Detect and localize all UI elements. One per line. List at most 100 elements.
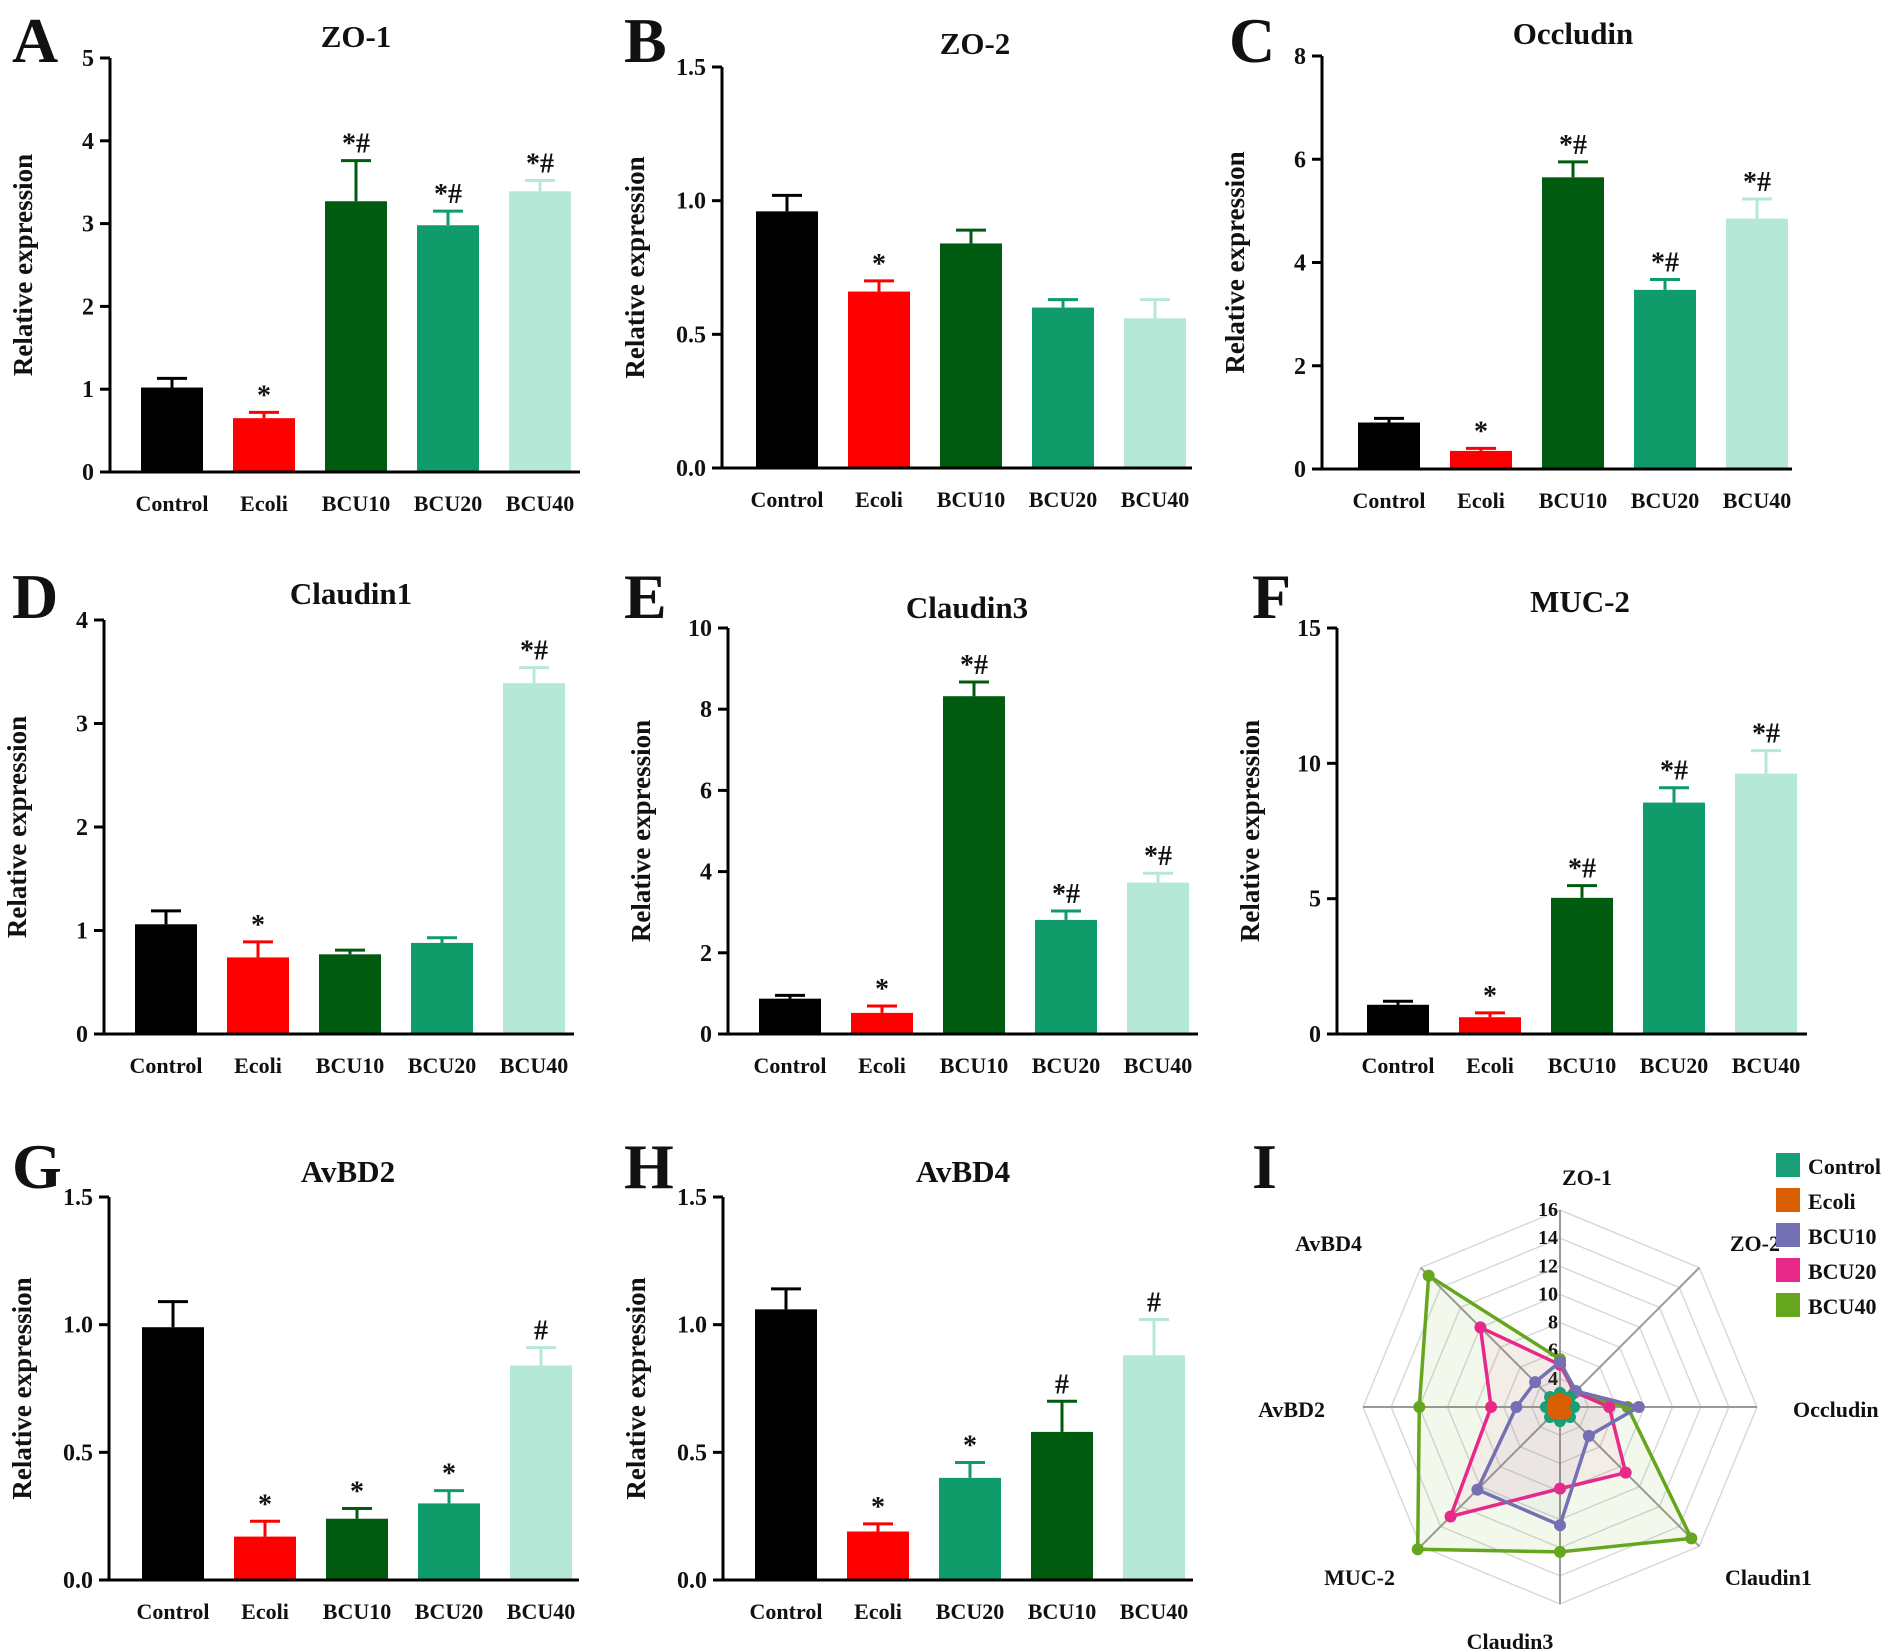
significance-mark: * — [872, 249, 886, 280]
x-tick-label: BCU10 — [316, 1053, 384, 1078]
panel-label: D — [12, 561, 58, 632]
radar-axis-label: MUC-2 — [1324, 1565, 1395, 1590]
bar-bcu10 — [943, 696, 1005, 1034]
y-tick-label: 0 — [1309, 1022, 1321, 1048]
significance-mark: * — [257, 380, 271, 411]
panel-g: G AvBD2 Relative expression Control * Ecoli * B… — [7, 1131, 579, 1624]
panel-f: F MUC-2 Relative expression Control * Ecoli *#… — [1235, 561, 1807, 1078]
x-tick-label: BCU20 — [408, 1053, 476, 1078]
chart-title: Claudin3 — [906, 590, 1028, 625]
significance-mark: * — [963, 1431, 977, 1462]
radar-point-bcu10 — [1510, 1401, 1523, 1413]
x-tick-label: Ecoli — [241, 1599, 289, 1624]
chart-title: Claudin1 — [290, 576, 412, 611]
y-tick-label: 8 — [700, 697, 712, 723]
x-tick-label: Ecoli — [1466, 1053, 1514, 1078]
x-tick-label: BCU20 — [414, 491, 482, 516]
significance-mark: * — [251, 910, 265, 941]
x-tick-label: BCU10 — [323, 1599, 391, 1624]
bar-bcu20 — [1035, 919, 1097, 1034]
significance-mark: *# — [520, 636, 548, 667]
bar-control — [135, 924, 197, 1034]
x-tick-label: Ecoli — [240, 491, 288, 516]
y-tick-label: 2 — [82, 294, 94, 320]
legend-swatch — [1776, 1293, 1800, 1317]
significance-mark: *# — [526, 149, 554, 180]
bar-ecoli — [234, 1536, 296, 1580]
radar-point-bcu10 — [1632, 1401, 1645, 1413]
radar-point-bcu20 — [1619, 1466, 1632, 1479]
legend-swatch — [1776, 1188, 1800, 1212]
y-tick-label: 15 — [1297, 616, 1321, 642]
y-tick-label: 1 — [82, 377, 94, 403]
x-tick-label: Control — [751, 487, 824, 512]
bar-bcu20 — [411, 942, 473, 1034]
chart-title: ZO-1 — [321, 19, 392, 54]
x-tick-label: BCU20 — [1032, 1053, 1100, 1078]
y-tick-label: 2 — [700, 941, 712, 967]
bar-bcu40 — [1726, 218, 1788, 469]
x-tick-label: BCU20 — [415, 1599, 483, 1624]
radar-point-bcu40 — [1422, 1269, 1435, 1282]
legend-swatch — [1776, 1258, 1800, 1282]
x-tick-label: BCU10 — [937, 487, 1005, 512]
radar-axis-label: ZO-2 — [1730, 1231, 1780, 1256]
y-tick-label: 5 — [82, 46, 94, 72]
bar-bcu10 — [1551, 897, 1613, 1034]
y-tick-label: 0.0 — [677, 1568, 707, 1594]
y-axis-label: Relative expression — [8, 154, 38, 376]
bar-ecoli — [233, 418, 295, 472]
x-tick-label: BCU10 — [1028, 1599, 1096, 1624]
x-tick-label: Control — [750, 1599, 823, 1624]
significance-mark: * — [1483, 981, 1497, 1012]
x-tick-label: BCU40 — [1120, 1599, 1188, 1624]
x-tick-label: BCU40 — [507, 1599, 575, 1624]
y-tick-label: 5 — [1309, 887, 1321, 913]
y-tick-label: 0 — [82, 460, 94, 486]
radar-point-bcu20 — [1603, 1401, 1616, 1413]
y-tick-label: 0 — [700, 1022, 712, 1048]
bar-bcu40 — [1127, 882, 1189, 1034]
y-tick-label: 1.0 — [63, 1313, 93, 1339]
panel-label: I — [1252, 1131, 1277, 1202]
y-tick-label: 4 — [82, 129, 94, 155]
x-tick-label: Control — [1362, 1053, 1435, 1078]
panel-label: C — [1229, 5, 1275, 76]
y-tick-label: 0.5 — [676, 322, 706, 348]
bar-bcu20 — [1634, 289, 1696, 469]
bar-bcu10 — [319, 954, 381, 1034]
significance-mark: *# — [1743, 167, 1771, 198]
legend-swatch — [1776, 1223, 1800, 1247]
significance-mark: # — [1055, 1369, 1069, 1400]
panel-e: E Claudin3 Relative expression Control * Ecol… — [624, 561, 1198, 1078]
legend-label: Control — [1808, 1154, 1881, 1179]
legend-swatch — [1776, 1153, 1800, 1177]
x-tick-label: Control — [137, 1599, 210, 1624]
x-tick-label: Control — [136, 491, 209, 516]
radar-axis-label: Claudin3 — [1467, 1629, 1554, 1651]
bar-bcu10 — [326, 1518, 388, 1580]
x-tick-label: Ecoli — [234, 1053, 282, 1078]
radar-tick-label: 10 — [1538, 1283, 1558, 1305]
chart-title: ZO-2 — [940, 26, 1011, 61]
panel-c: C Occludin Relative expression Control * Ecol… — [1220, 5, 1792, 513]
panel-d: D Claudin1 Relative expression Control * Ecol… — [2, 561, 574, 1078]
radar-legend: Control Ecoli BCU10 BCU20 BCU40 — [1776, 1153, 1881, 1319]
y-tick-label: 10 — [1297, 751, 1321, 777]
x-tick-label: BCU20 — [1029, 487, 1097, 512]
y-axis-label: Relative expression — [7, 1277, 37, 1499]
radar-tick-label: 8 — [1548, 1312, 1558, 1334]
significance-mark: * — [258, 1489, 272, 1520]
bar-bcu40 — [509, 191, 571, 473]
x-tick-label: BCU10 — [940, 1053, 1008, 1078]
legend-label: Ecoli — [1808, 1189, 1856, 1214]
y-tick-label: 2 — [1294, 354, 1306, 380]
bar-bcu10 — [940, 243, 1002, 468]
y-tick-label: 3 — [82, 212, 94, 238]
chart-title: AvBD2 — [301, 1154, 395, 1189]
x-tick-label: Ecoli — [858, 1053, 906, 1078]
x-tick-label: BCU40 — [500, 1053, 568, 1078]
significance-mark: *# — [1568, 854, 1596, 885]
radar-axis-label: ZO-1 — [1562, 1165, 1612, 1190]
